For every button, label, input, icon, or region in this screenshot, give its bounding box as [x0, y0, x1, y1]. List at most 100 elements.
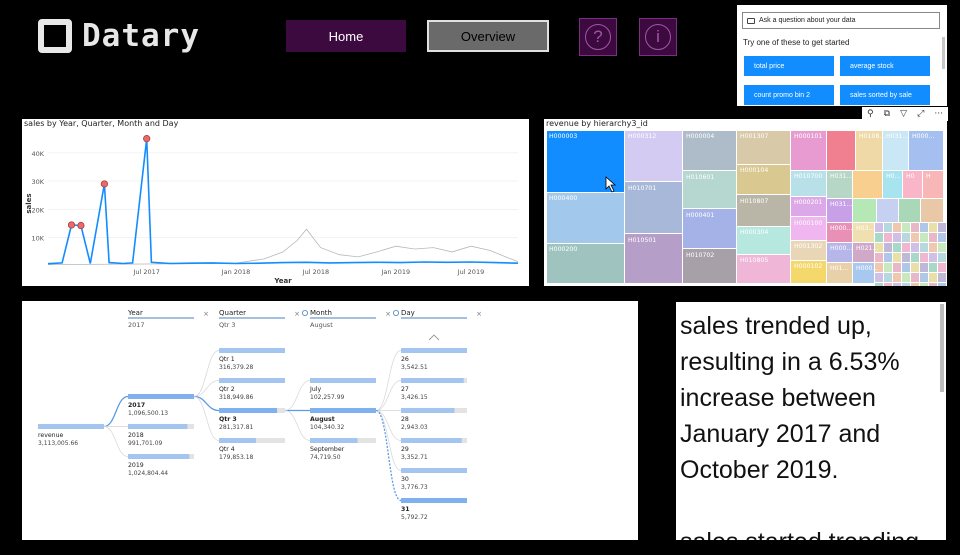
- treemap-tile[interactable]: [683, 209, 736, 248]
- node-bar[interactable]: [128, 394, 194, 399]
- anomaly-marker[interactable]: [67, 221, 76, 229]
- treemap-tile[interactable]: [791, 261, 826, 283]
- treemap-tile[interactable]: [875, 223, 883, 232]
- treemap-tile[interactable]: [883, 171, 902, 198]
- node-bar[interactable]: [219, 438, 256, 443]
- treemap-tile[interactable]: [625, 182, 682, 233]
- remove-level-icon[interactable]: ×: [385, 310, 391, 318]
- treemap-tile[interactable]: [923, 171, 943, 198]
- treemap-tile[interactable]: [893, 283, 901, 286]
- treemap-tile[interactable]: [884, 253, 892, 262]
- treemap-tile[interactable]: [791, 197, 826, 216]
- treemap-tile[interactable]: [920, 253, 928, 262]
- node-bar[interactable]: [128, 424, 188, 429]
- treemap-tile[interactable]: [903, 171, 922, 198]
- treemap-tile[interactable]: [737, 131, 790, 164]
- treemap-tile[interactable]: [884, 243, 892, 252]
- treemap-tile[interactable]: [902, 223, 910, 232]
- node-bar[interactable]: [310, 378, 376, 383]
- treemap-tile[interactable]: [683, 249, 736, 283]
- treemap-tile[interactable]: [884, 233, 892, 242]
- anomaly-marker[interactable]: [143, 135, 151, 143]
- node-bar[interactable]: [219, 378, 285, 383]
- treemap-tile[interactable]: [920, 263, 928, 272]
- node-bar[interactable]: [219, 348, 285, 353]
- treemap-tile[interactable]: [929, 223, 937, 232]
- treemap-tile[interactable]: [853, 243, 874, 262]
- treemap-tile[interactable]: [902, 273, 910, 282]
- node-bar[interactable]: [401, 468, 467, 473]
- treemap-tile[interactable]: [929, 263, 937, 272]
- treemap-tile[interactable]: [938, 243, 946, 252]
- qa-suggestion-chip[interactable]: total price: [744, 56, 834, 76]
- treemap-tile[interactable]: [547, 244, 624, 283]
- treemap-tile[interactable]: [911, 253, 919, 262]
- node-bar[interactable]: [401, 378, 464, 383]
- remove-level-icon[interactable]: ×: [294, 310, 300, 318]
- focus-mode-icon[interactable]: ⤢: [917, 109, 925, 119]
- qa-suggestion-chip[interactable]: sales sorted by sale: [840, 85, 930, 105]
- treemap-tile[interactable]: [683, 171, 736, 208]
- treemap-tile[interactable]: [921, 199, 943, 222]
- treemap-tile[interactable]: [920, 233, 928, 242]
- treemap-tile[interactable]: [683, 131, 736, 170]
- treemap-tile[interactable]: [853, 171, 882, 198]
- treemap-tile[interactable]: [938, 223, 946, 232]
- treemap-tile[interactable]: [899, 199, 920, 222]
- treemap-tile[interactable]: [893, 233, 901, 242]
- treemap-tile[interactable]: [827, 131, 855, 170]
- treemap-tile[interactable]: [856, 131, 882, 170]
- remove-level-icon[interactable]: ×: [203, 310, 209, 318]
- treemap-tile[interactable]: [920, 223, 928, 232]
- treemap-tile[interactable]: [911, 243, 919, 252]
- treemap-tile[interactable]: [827, 263, 852, 283]
- treemap-tile[interactable]: [827, 171, 852, 198]
- treemap-tile[interactable]: [920, 283, 928, 286]
- treemap-tile[interactable]: [929, 253, 937, 262]
- treemap-tile[interactable]: [737, 165, 790, 194]
- treemap-tile[interactable]: [791, 217, 826, 240]
- treemap-tile[interactable]: [625, 131, 682, 181]
- treemap-tile[interactable]: [737, 227, 790, 254]
- copy-icon[interactable]: ⧉: [883, 109, 891, 119]
- treemap-tile[interactable]: [893, 223, 901, 232]
- treemap-tile[interactable]: [909, 131, 943, 170]
- treemap-tile[interactable]: [920, 273, 928, 282]
- node-bar[interactable]: [219, 408, 278, 413]
- treemap-tile[interactable]: [737, 195, 790, 226]
- treemap-tile[interactable]: [893, 263, 901, 272]
- qa-suggestion-chip[interactable]: count promo bin 2: [744, 85, 834, 105]
- qa-scrollbar[interactable]: [942, 37, 945, 69]
- treemap-tile[interactable]: [902, 253, 910, 262]
- treemap-tile[interactable]: [875, 253, 883, 262]
- filter-icon[interactable]: ▽: [900, 109, 908, 119]
- info-button[interactable]: i: [639, 18, 677, 56]
- treemap-tile[interactable]: [625, 234, 682, 283]
- line-chart[interactable]: 10K 20K 30K 40K Jul 2017 Jan 2018 Jul 2018 Jan …: [22, 119, 529, 286]
- pin-icon[interactable]: ⚲: [867, 109, 874, 119]
- treemap-tile[interactable]: [827, 223, 852, 242]
- treemap-tile[interactable]: [547, 193, 624, 243]
- treemap-tile[interactable]: [938, 263, 946, 272]
- treemap-tile[interactable]: [875, 283, 883, 286]
- treemap-tile[interactable]: [902, 263, 910, 272]
- node-bar[interactable]: [310, 438, 358, 443]
- treemap-tile[interactable]: [929, 273, 937, 282]
- treemap-tile[interactable]: [884, 263, 892, 272]
- treemap-tile[interactable]: [911, 233, 919, 242]
- treemap-tile[interactable]: [938, 273, 946, 282]
- treemap-tile[interactable]: [875, 243, 883, 252]
- overview-button[interactable]: Overview: [427, 20, 549, 52]
- anomaly-marker[interactable]: [77, 221, 85, 230]
- treemap-tile[interactable]: [884, 223, 892, 232]
- node-bar[interactable]: [401, 348, 467, 353]
- treemap-tile[interactable]: [920, 243, 928, 252]
- narrative-scrollbar[interactable]: [940, 304, 944, 392]
- node-bar[interactable]: [401, 408, 455, 413]
- treemap-tile[interactable]: [737, 255, 790, 283]
- home-button[interactable]: Home: [286, 20, 406, 52]
- treemap-tile[interactable]: [884, 273, 892, 282]
- treemap-tile[interactable]: [884, 283, 892, 286]
- treemap-tile[interactable]: [893, 243, 901, 252]
- treemap[interactable]: H000003 H000400 H000200 H000312 H010701 H0105…: [544, 119, 947, 286]
